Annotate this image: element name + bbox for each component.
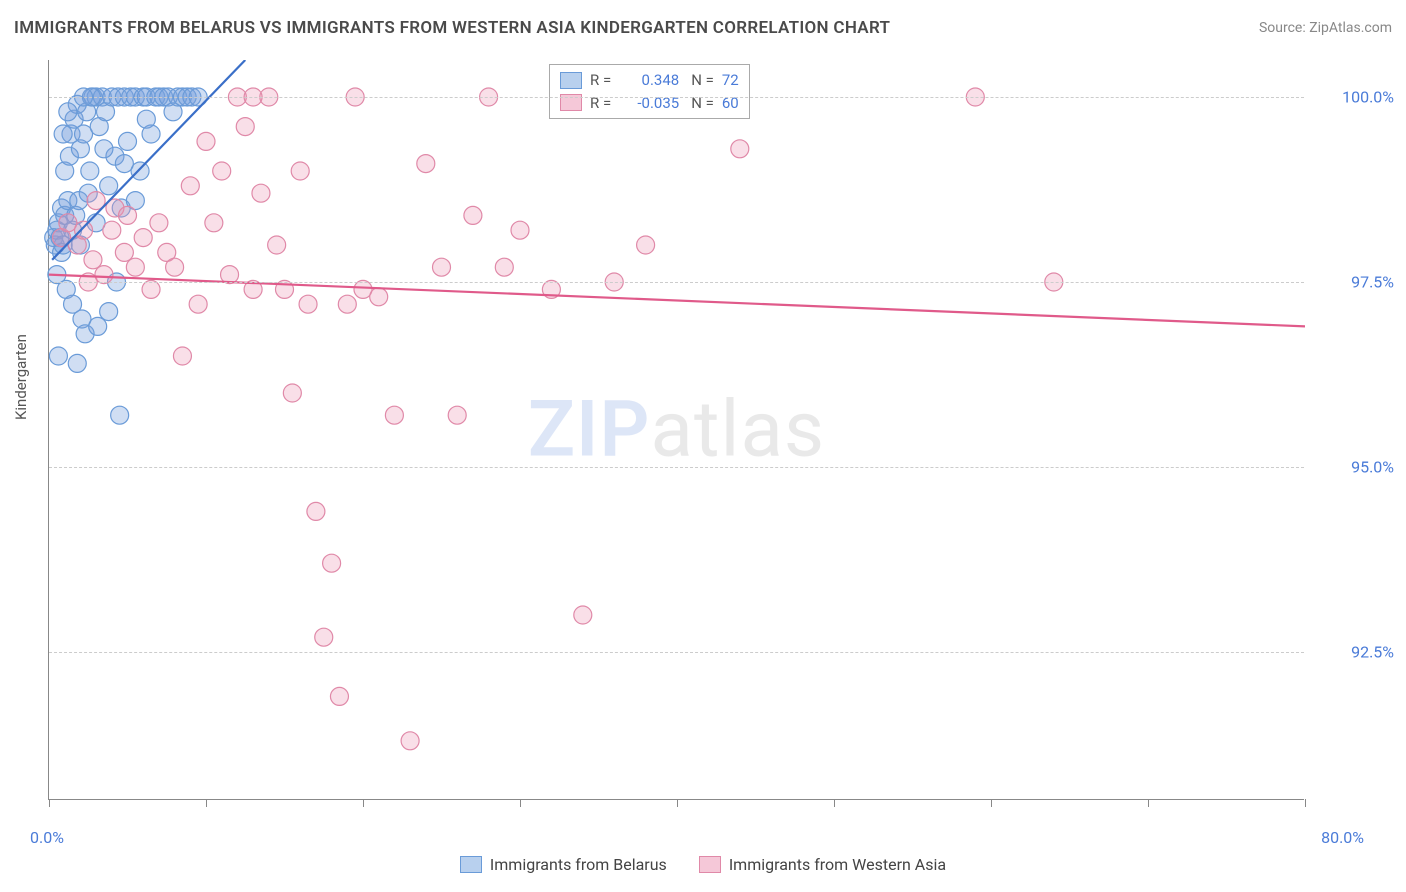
data-point <box>205 214 223 232</box>
source-label: Source: ZipAtlas.com <box>1259 20 1392 36</box>
data-point <box>181 177 199 195</box>
x-tick <box>677 799 678 807</box>
legend-item-belarus: Immigrants from Belarus <box>460 855 667 874</box>
y-tick-label: 95.0% <box>1314 458 1394 477</box>
data-point <box>307 502 325 520</box>
data-point <box>448 406 466 424</box>
data-point <box>95 266 113 284</box>
data-point <box>119 132 137 150</box>
data-point <box>252 184 270 202</box>
r-label: R = <box>590 92 611 115</box>
data-point <box>417 155 435 173</box>
x-tick <box>49 799 50 807</box>
data-point <box>126 258 144 276</box>
data-point <box>511 221 529 239</box>
r-value: 0.348 <box>619 69 679 92</box>
data-point <box>315 628 333 646</box>
gridline <box>49 467 1304 468</box>
bottom-legend: Immigrants from Belarus Immigrants from … <box>0 855 1406 874</box>
data-point <box>173 347 191 365</box>
data-point <box>574 606 592 624</box>
data-point <box>134 229 152 247</box>
swatch-western-asia <box>699 856 721 873</box>
data-point <box>166 258 184 276</box>
data-point <box>283 384 301 402</box>
x-axis-min-label: 0.0% <box>30 828 64 847</box>
stats-legend-row: R = -0.035 N = 60 <box>560 92 739 115</box>
legend-label-western-asia: Immigrants from Western Asia <box>729 855 946 874</box>
data-point <box>115 243 133 261</box>
data-point <box>330 687 348 705</box>
legend-label-belarus: Immigrants from Belarus <box>490 855 667 874</box>
data-point <box>291 162 309 180</box>
data-point <box>81 162 99 180</box>
data-point <box>370 288 388 306</box>
data-point <box>150 214 168 232</box>
swatch-belarus <box>460 856 482 873</box>
data-point <box>268 236 286 254</box>
data-point <box>401 732 419 750</box>
x-tick <box>991 799 992 807</box>
x-tick <box>520 799 521 807</box>
data-point <box>68 354 86 372</box>
data-point <box>213 162 231 180</box>
data-point <box>299 295 317 313</box>
data-point <box>338 295 356 313</box>
data-point <box>236 118 254 136</box>
data-point <box>197 132 215 150</box>
r-value: -0.035 <box>619 92 679 115</box>
swatch-icon <box>560 72 582 89</box>
y-tick-label: 97.5% <box>1314 273 1394 292</box>
data-point <box>89 317 107 335</box>
x-tick <box>1305 799 1306 807</box>
chart-title: IMMIGRANTS FROM BELARUS VS IMMIGRANTS FR… <box>14 18 890 38</box>
data-point <box>433 258 451 276</box>
n-label: N = <box>691 92 714 115</box>
y-axis-label: Kindergarten <box>12 334 30 420</box>
data-point <box>100 177 118 195</box>
gridline <box>49 282 1304 283</box>
x-tick <box>1148 799 1149 807</box>
data-point <box>64 295 82 313</box>
gridline <box>49 652 1304 653</box>
stats-legend: R = 0.348 N = 72 R = -0.035 N = 60 <box>549 64 750 119</box>
scatter-svg <box>49 60 1304 799</box>
data-point <box>119 206 137 224</box>
data-point <box>142 280 160 298</box>
y-tick-label: 100.0% <box>1314 88 1394 107</box>
x-tick <box>363 799 364 807</box>
stats-legend-row: R = 0.348 N = 72 <box>560 69 739 92</box>
plot-area: ZIPatlas R =0.348N =72R =-0.035N =60 92.… <box>48 60 1304 800</box>
data-point <box>100 303 118 321</box>
y-tick-label: 92.5% <box>1314 643 1394 662</box>
data-point <box>75 221 93 239</box>
data-point <box>464 206 482 224</box>
n-value: 60 <box>722 92 739 115</box>
data-point <box>59 103 77 121</box>
data-point <box>111 406 129 424</box>
data-point <box>495 258 513 276</box>
data-point <box>137 110 155 128</box>
data-point <box>54 125 72 143</box>
data-point <box>189 295 207 313</box>
data-point <box>95 140 113 158</box>
data-point <box>731 140 749 158</box>
data-point <box>637 236 655 254</box>
n-label: N = <box>691 69 714 92</box>
x-tick <box>206 799 207 807</box>
data-point <box>84 251 102 269</box>
x-tick <box>834 799 835 807</box>
data-point <box>115 155 133 173</box>
x-axis-max-label: 80.0% <box>1321 828 1364 847</box>
data-point <box>385 406 403 424</box>
data-point <box>323 554 341 572</box>
legend-item-western-asia: Immigrants from Western Asia <box>699 855 946 874</box>
gridline <box>49 97 1304 98</box>
r-label: R = <box>590 69 611 92</box>
data-point <box>103 221 121 239</box>
n-value: 72 <box>722 69 739 92</box>
data-point <box>49 347 67 365</box>
